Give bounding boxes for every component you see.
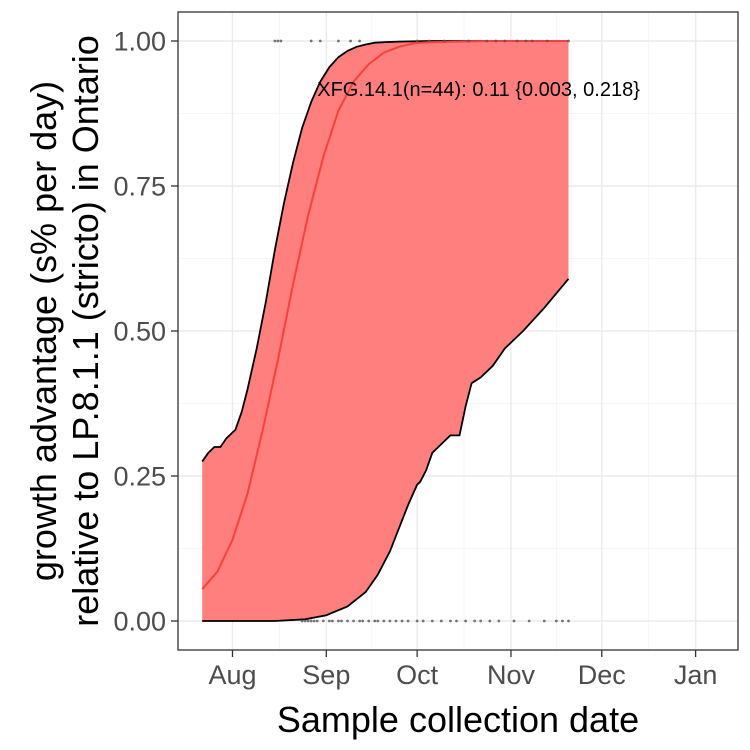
observation-point	[358, 619, 362, 623]
x-tick-label: Nov	[487, 660, 536, 690]
observation-point	[542, 619, 546, 623]
y-axis-title-line2: relative to LP.8.1.1 (stricto) in Ontari…	[65, 35, 106, 627]
observation-point	[524, 39, 528, 43]
observation-point	[361, 619, 365, 623]
fit-line	[201, 40, 569, 590]
observation-point	[467, 39, 470, 43]
observation-point	[318, 39, 322, 43]
observation-point	[545, 39, 549, 43]
observation-point	[367, 619, 371, 623]
observation-point	[512, 619, 516, 623]
observation-point	[309, 39, 313, 43]
observation-point	[430, 619, 434, 623]
ci-lower-line	[202, 278, 570, 622]
x-tick-label: Jan	[674, 660, 718, 690]
observation-point	[494, 39, 498, 43]
observation-point	[312, 619, 316, 623]
y-axis-title-line1: growth advantage (s% per day)	[23, 81, 64, 581]
observation-point	[497, 619, 501, 623]
observation-point	[315, 619, 319, 623]
observation-point	[376, 619, 380, 623]
x-tick-label: Dec	[578, 660, 626, 690]
x-axis-ticks: Aug Sep Oct Nov Dec Jan	[208, 650, 717, 690]
observation-point	[567, 619, 570, 623]
observation-point	[442, 39, 446, 43]
observation-point	[503, 39, 507, 43]
observation-point	[306, 619, 310, 623]
x-tick-label: Sep	[302, 660, 350, 690]
observation-point	[527, 619, 531, 623]
observation-point	[421, 619, 425, 623]
observation-point	[279, 39, 283, 43]
y-tick-label: 1.00	[113, 27, 166, 57]
observation-point	[427, 39, 431, 43]
x-axis-title: Sample collection date	[277, 699, 639, 740]
observation-point	[352, 619, 355, 623]
observation-point	[276, 39, 280, 43]
observation-point	[400, 619, 404, 623]
observation-point	[473, 619, 477, 623]
y-axis-ticks: 0.00 0.25 0.50 0.75 1.00	[113, 27, 178, 637]
y-tick-label: 0.25	[113, 462, 166, 492]
observation-point	[449, 619, 452, 623]
observation-point	[439, 619, 443, 623]
ci-upper-line	[201, 40, 569, 463]
y-tick-label: 0.50	[113, 317, 166, 347]
observation-point	[488, 619, 492, 623]
observation-point	[515, 39, 519, 43]
observation-point	[349, 39, 352, 43]
observation-point	[273, 39, 277, 43]
observation-point	[340, 619, 343, 623]
observation-point	[303, 619, 307, 623]
observation-point	[464, 619, 467, 623]
observation-point	[327, 619, 331, 623]
y-tick-label: 0.75	[113, 172, 166, 202]
observation-point	[415, 619, 419, 623]
observation-point	[321, 619, 325, 623]
observation-point	[567, 39, 570, 43]
observation-point	[455, 619, 458, 623]
observation-point	[530, 39, 534, 43]
annotation-label: XFG.14.1(n=44): 0.11 {0.003, 0.218}	[317, 79, 640, 101]
observation-point	[346, 619, 349, 623]
observation-point	[485, 39, 489, 43]
x-tick-label: Aug	[208, 660, 256, 690]
observation-point	[300, 619, 304, 623]
observation-point	[554, 619, 558, 623]
observation-point	[388, 619, 392, 623]
observation-point	[415, 39, 419, 43]
observation-point	[406, 619, 410, 623]
observation-point	[337, 39, 340, 43]
x-tick-label: Oct	[396, 660, 439, 690]
observation-point	[382, 619, 386, 623]
observation-point	[337, 619, 340, 623]
observation-point	[358, 39, 362, 43]
observation-points	[273, 39, 570, 623]
observation-point	[373, 619, 377, 623]
observation-point	[309, 619, 313, 623]
observation-point	[479, 619, 483, 623]
y-tick-label: 0.00	[113, 607, 166, 637]
confidence-ribbon	[202, 41, 569, 621]
observation-point	[330, 619, 334, 623]
observation-point	[561, 619, 564, 623]
observation-point	[394, 619, 398, 623]
